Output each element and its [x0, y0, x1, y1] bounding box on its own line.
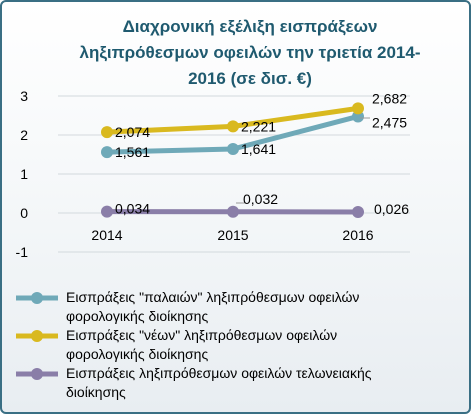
chart-title-line-3: 2016 (σε δισ. €) [188, 69, 312, 88]
legend-item-old-tax: Εισπράξεις "παλαιών" ληξιπρόθεσμων οφειλ… [14, 288, 464, 326]
y-tick-label: 2 [20, 127, 28, 143]
legend-marker-old-tax [16, 292, 58, 304]
legend-label-customs-2: διοίκησης [66, 384, 126, 400]
y-tick-label: 1 [20, 166, 28, 182]
data-point-0-0 [101, 146, 113, 159]
y-tick-label: 0 [20, 205, 28, 221]
y-tick-label: -1 [16, 244, 29, 260]
legend-marker-new-tax [16, 330, 58, 342]
legend-label-old-tax-1: Εισπράξεις "παλαιών" ληξιπρόθεσμων οφειλ… [66, 289, 360, 305]
data-point-2-1 [227, 205, 239, 218]
x-tick-label: 2015 [217, 227, 248, 243]
legend-label-new-tax-2: φορολογικής διοίκησης [66, 346, 209, 362]
legend-item-customs: Εισπράξεις ληξιπρόθεσμων οφειλών τελωνει… [14, 364, 464, 402]
legend-item-new-tax: Εισπράξεις "νέων" ληξιπρόθεσμων οφειλών … [14, 326, 464, 364]
data-point-0-1 [227, 143, 239, 156]
chart-title: Διαχρονική εξέλιξη εισπράξεων ληξιπρόθεσ… [70, 14, 430, 92]
data-label-1-2: 2,682 [372, 90, 407, 106]
data-label-0-0: 1,561 [115, 144, 150, 160]
chart-legend: Εισπράξεις "παλαιών" ληξιπρόθεσμων οφειλ… [14, 288, 464, 402]
data-point-1-2 [352, 102, 364, 115]
data-label-0-2: 2,475 [372, 114, 407, 130]
data-point-2-0 [101, 205, 113, 218]
chart-title-line-2: ληξιπρόθεσμων οφειλών την τριετία 2014- [79, 43, 421, 62]
y-tick-label: 3 [20, 88, 28, 104]
legend-label-old-tax-2: φορολογικής διοίκησης [66, 308, 209, 324]
data-label-2-0: 0,034 [115, 201, 150, 217]
legend-label-customs-1: Εισπράξεις ληξιπρόθεσμων οφειλών τελωνει… [66, 365, 372, 381]
data-label-1-0: 2,074 [115, 124, 150, 140]
legend-marker-customs [16, 368, 58, 380]
data-label-2-1: 0,032 [243, 191, 278, 207]
data-label-2-2: 0,026 [374, 201, 409, 217]
data-point-1-1 [227, 120, 239, 133]
x-tick-label: 2016 [342, 227, 373, 243]
data-point-2-2 [352, 205, 364, 218]
chart-title-line-1: Διαχρονική εξέλιξη εισπράξεων [122, 17, 378, 36]
data-point-1-0 [101, 126, 113, 139]
data-label-0-1: 1,641 [241, 141, 276, 157]
data-label-1-1: 2,221 [241, 118, 276, 134]
legend-label-new-tax-1: Εισπράξεις "νέων" ληξιπρόθεσμων οφειλών [66, 327, 338, 343]
x-tick-label: 2014 [91, 227, 122, 243]
